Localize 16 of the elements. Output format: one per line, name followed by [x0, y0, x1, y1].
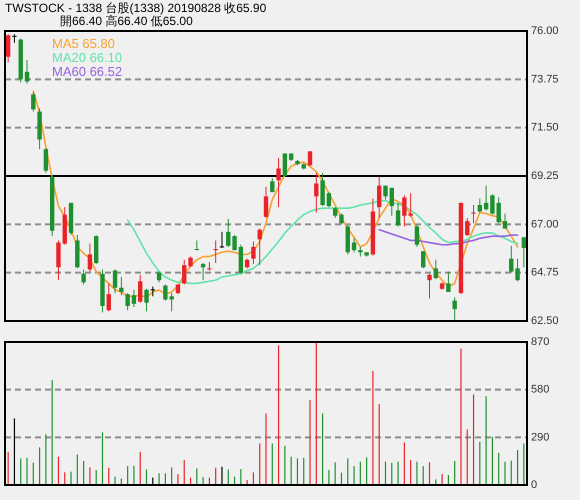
legend: MA20 66.10 [52, 50, 122, 65]
tick-label: 290 [531, 431, 550, 444]
tick-label: 870 [531, 336, 550, 348]
tick-label: 0 [531, 479, 538, 491]
tick-label: 73.75 [531, 73, 559, 86]
tick-label: 69.25 [531, 170, 559, 182]
tick-label: 580 [531, 384, 550, 396]
tick-label: 71.50 [531, 122, 559, 134]
legend: MA60 66.52 [52, 64, 122, 79]
title: TWSTOCK - 1338 台股(1338) 20190828 收65.90 [5, 1, 266, 15]
tick-label: 67.00 [531, 218, 559, 230]
subtitle: 開66.40 高66.40 低65.00 [60, 14, 193, 28]
legend: MA5 65.80 [52, 36, 115, 51]
tick-label: 76.00 [531, 25, 559, 37]
tick-label: 64.75 [531, 266, 559, 279]
tick-label: 62.50 [531, 315, 559, 327]
